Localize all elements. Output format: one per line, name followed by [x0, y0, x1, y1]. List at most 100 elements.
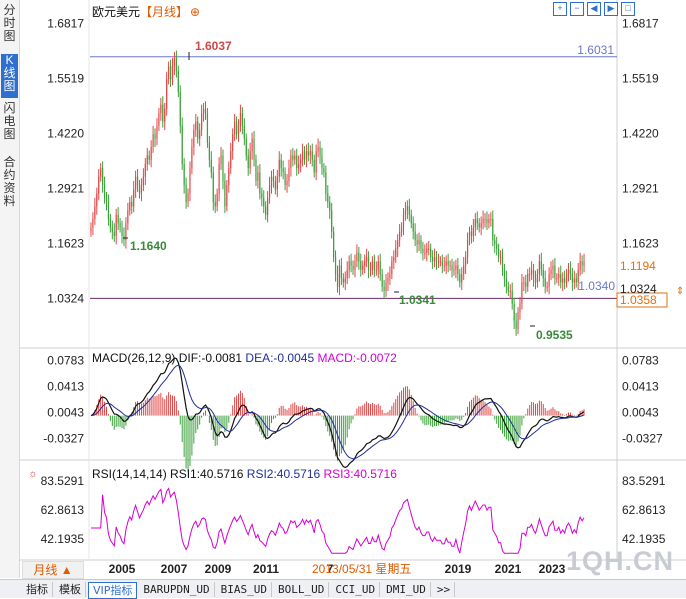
period-dropdown[interactable]: 月线 ▲ [22, 561, 84, 579]
forward-icon[interactable]: ▶ [604, 2, 618, 16]
candle-body [195, 121, 197, 131]
current-price-tag: 1.1194 [620, 259, 656, 273]
indicator-tab-4[interactable]: BIAS_UD [217, 582, 272, 597]
candle-body [501, 257, 504, 270]
candle-body [560, 274, 562, 283]
candle-body [317, 147, 319, 152]
indicator-tab-7[interactable]: DMI_UD [382, 582, 431, 597]
candle-body [534, 278, 537, 283]
candle-body [249, 151, 251, 169]
tab-timeshare[interactable]: 分时图 [1, 4, 18, 46]
candle-body [552, 265, 554, 270]
candle-body [451, 265, 453, 270]
tab-contract-info[interactable]: 合约资料 [1, 156, 18, 212]
candle-body [562, 278, 564, 283]
candle-body [199, 130, 201, 139]
candle-body [350, 261, 352, 266]
candle-body [505, 278, 507, 287]
candle-body [463, 265, 465, 275]
candle-body [270, 176, 273, 186]
macd-ytick-left: -0.0327 [43, 432, 84, 446]
candle-body [579, 261, 581, 270]
add-indicator-icon[interactable]: ⊕ [190, 5, 201, 19]
candle-body [391, 261, 393, 275]
candle-body [189, 168, 191, 194]
chart-labels: 1.6817 1.6817 1.5519 1.5519 1.4220 1.4220 1.29… [28, 17, 684, 576]
candle-body [237, 125, 240, 135]
candle-body [224, 180, 226, 207]
candle-body [488, 218, 490, 224]
tab-lightning[interactable]: 闪电图 [1, 102, 18, 144]
candle-body [472, 227, 474, 236]
candle-body [92, 218, 94, 228]
candlestick-series [90, 50, 585, 336]
chart-canvas[interactable]: 1.6817 1.6817 1.5519 1.5519 1.4220 1.4220 1.29… [0, 0, 686, 578]
candle-body [146, 155, 148, 164]
zoom-out-icon[interactable]: − [570, 2, 584, 16]
candle-body [523, 282, 525, 284]
candle-body [288, 168, 290, 181]
candle-body [517, 312, 519, 330]
indicator-tab-0[interactable]: 指标 [22, 582, 53, 597]
candle-body [373, 261, 375, 270]
candle-body [503, 269, 506, 279]
candle-body [243, 125, 245, 139]
candle-body [138, 185, 141, 194]
indicator-tab-2[interactable]: VIP指标 [88, 582, 138, 599]
back-icon[interactable]: ◀ [587, 2, 601, 16]
low-annotation-2017: 1.0341 [399, 293, 436, 307]
candle-body [364, 261, 366, 266]
candle-body [212, 172, 214, 203]
candle-body [550, 269, 552, 275]
candle-body [542, 269, 544, 279]
indicator-tab-8[interactable]: >> [433, 582, 456, 597]
candle-body [191, 147, 193, 169]
candle-body [125, 223, 127, 241]
price-ytick-right: 1.1623 [622, 236, 659, 250]
macd-lines [90, 357, 585, 469]
candle-body [160, 104, 162, 114]
candle-body [430, 248, 432, 258]
candle-body [334, 257, 337, 275]
candle-body [103, 185, 106, 198]
candle-body [354, 261, 356, 270]
candle-body [564, 278, 566, 283]
zoom-in-icon[interactable]: + [553, 2, 567, 16]
candle-body [119, 223, 121, 228]
candle-body [263, 197, 265, 207]
candle-body [232, 134, 234, 152]
rsi1-line [91, 487, 585, 554]
candle-body [381, 274, 383, 287]
candle-body [164, 108, 166, 122]
indicator-tab-6[interactable]: CCI_UD [331, 582, 381, 597]
indicator-tab-1[interactable]: 模板 [55, 582, 86, 597]
fullscreen-icon[interactable]: □ [621, 2, 635, 16]
candle-body [319, 147, 321, 156]
candle-body [404, 210, 407, 215]
candle-body [340, 265, 342, 279]
price-ytick-left: 1.0324 [47, 291, 84, 305]
candle-body [323, 168, 325, 173]
candle-body [136, 176, 139, 186]
indicator-tab-5[interactable]: BOLL_UD [274, 582, 330, 597]
candle-body [426, 248, 428, 253]
period-label: 【月线】 [140, 5, 189, 19]
candle-body [412, 223, 414, 232]
indicator-tab-3[interactable]: BARUPDN_UD [139, 582, 215, 597]
candle-body [348, 261, 350, 270]
price-ytick-right: 1.2921 [622, 181, 659, 195]
watermark: 1QH.CN [566, 546, 675, 576]
candle-body [268, 185, 271, 198]
candle-body [362, 265, 364, 270]
candle-body [220, 155, 222, 164]
macd-ytick-right: -0.0327 [622, 432, 663, 446]
candle-body [437, 261, 440, 263]
candle-body [158, 113, 160, 126]
rsi-settings-icon: ☼ [28, 468, 38, 480]
candle-body [255, 159, 257, 181]
candle-body [325, 172, 327, 194]
candle-body [476, 218, 478, 224]
candle-body [406, 206, 408, 211]
candle-body [286, 180, 288, 186]
